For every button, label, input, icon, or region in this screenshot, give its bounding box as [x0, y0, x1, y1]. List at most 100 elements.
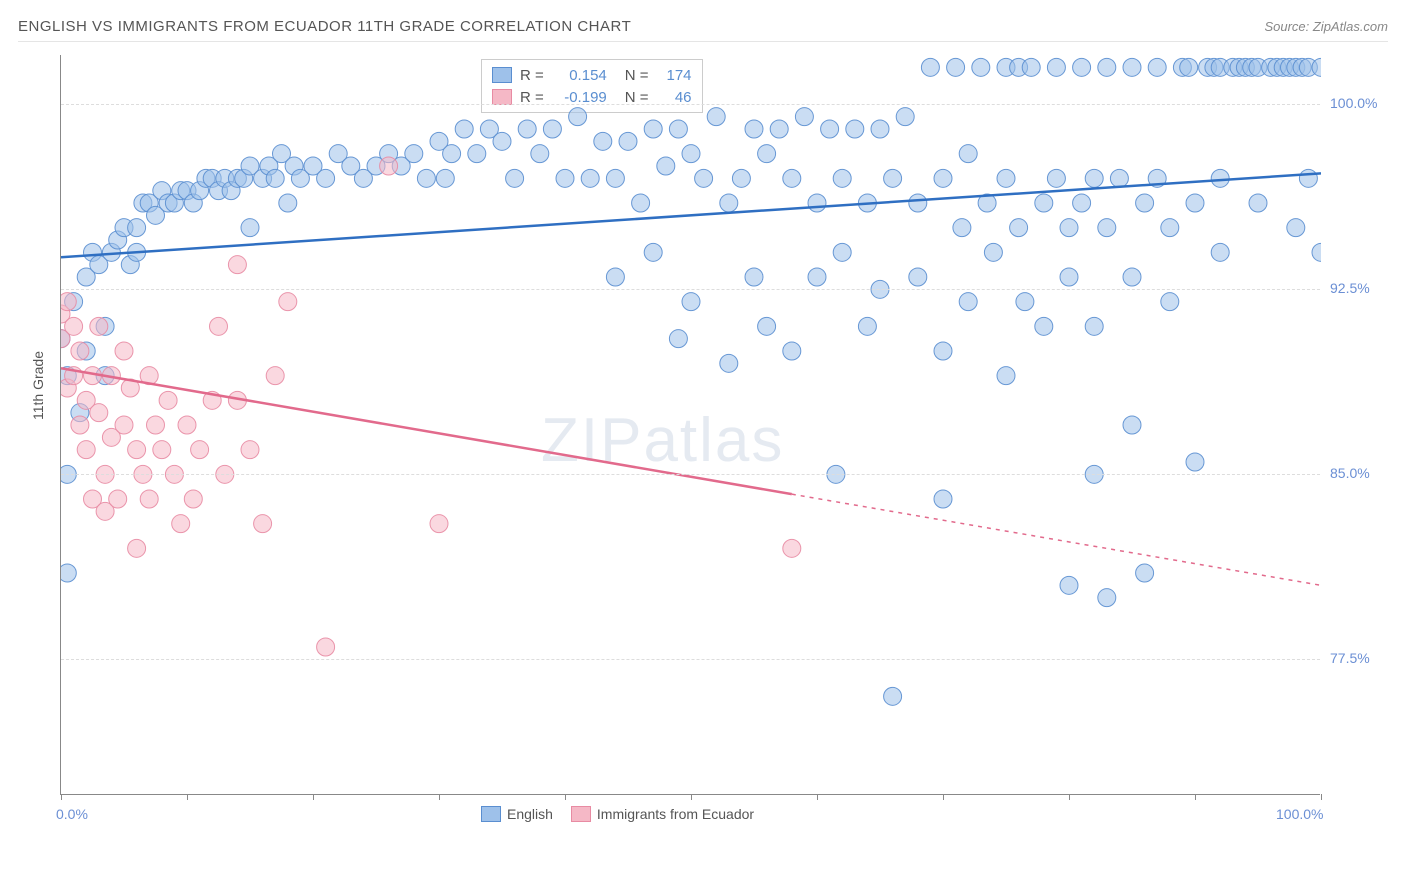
data-point	[1186, 194, 1204, 212]
data-point	[518, 120, 536, 138]
y-tick-label: 85.0%	[1330, 465, 1390, 481]
y-tick-label: 100.0%	[1330, 95, 1390, 111]
data-point	[140, 490, 158, 508]
data-point	[405, 145, 423, 163]
data-point	[266, 169, 284, 187]
data-point	[455, 120, 473, 138]
data-point	[1035, 194, 1053, 212]
data-point	[657, 157, 675, 175]
x-tick-mark	[439, 794, 440, 800]
y-axis-label: 11th Grade	[30, 351, 46, 420]
data-point	[1060, 219, 1078, 237]
data-point	[556, 169, 574, 187]
data-point	[71, 342, 89, 360]
data-point	[1312, 243, 1321, 261]
data-point	[909, 194, 927, 212]
data-point	[934, 342, 952, 360]
data-point	[241, 219, 259, 237]
data-point	[682, 145, 700, 163]
data-point	[1035, 317, 1053, 335]
data-point	[1085, 169, 1103, 187]
data-point	[669, 330, 687, 348]
data-point	[317, 169, 335, 187]
data-point	[468, 145, 486, 163]
data-point	[783, 342, 801, 360]
data-point	[65, 317, 83, 335]
data-point	[833, 169, 851, 187]
data-point	[682, 293, 700, 311]
legend-swatch	[571, 806, 591, 822]
plot-area: ZIPatlas R =0.154N =174R =-0.199N =46 En…	[60, 55, 1320, 795]
data-point	[720, 194, 738, 212]
data-point	[172, 515, 190, 533]
data-point	[569, 108, 587, 126]
x-tick-mark	[1321, 794, 1322, 800]
data-point	[1136, 194, 1154, 212]
x-tick-mark	[1069, 794, 1070, 800]
data-point	[669, 120, 687, 138]
data-point	[1098, 58, 1116, 76]
x-tick-mark	[817, 794, 818, 800]
data-point	[758, 317, 776, 335]
y-tick-label: 77.5%	[1330, 650, 1390, 666]
data-point	[184, 490, 202, 508]
data-point	[732, 169, 750, 187]
data-point	[241, 441, 259, 459]
legend-label: English	[507, 806, 553, 822]
data-point	[581, 169, 599, 187]
data-point	[1047, 58, 1065, 76]
trend-line-extrapolated	[792, 494, 1321, 585]
data-point	[436, 169, 454, 187]
legend-label: Immigrants from Ecuador	[597, 806, 754, 822]
source-attribution: Source: ZipAtlas.com	[1264, 19, 1388, 34]
data-point	[619, 132, 637, 150]
data-point	[279, 293, 297, 311]
x-tick-mark	[313, 794, 314, 800]
data-point	[115, 416, 133, 434]
data-point	[1161, 219, 1179, 237]
data-point	[758, 145, 776, 163]
data-point	[1123, 416, 1141, 434]
data-point	[909, 268, 927, 286]
scatter-svg	[61, 55, 1321, 795]
data-point	[606, 169, 624, 187]
data-point	[266, 367, 284, 385]
data-point	[884, 169, 902, 187]
legend-item: Immigrants from Ecuador	[571, 806, 754, 822]
gridline-h	[61, 659, 1320, 660]
data-point	[833, 243, 851, 261]
x-tick-mark	[691, 794, 692, 800]
data-point	[90, 317, 108, 335]
data-point	[644, 243, 662, 261]
data-point	[128, 539, 146, 557]
chart-title: ENGLISH VS IMMIGRANTS FROM ECUADOR 11TH …	[18, 18, 631, 35]
data-point	[1161, 293, 1179, 311]
data-point	[770, 120, 788, 138]
data-point	[795, 108, 813, 126]
data-point	[695, 169, 713, 187]
chart-container: ENGLISH VS IMMIGRANTS FROM ECUADOR 11TH …	[0, 0, 1406, 892]
x-tick-label: 100.0%	[1276, 806, 1323, 822]
data-point	[71, 416, 89, 434]
data-point	[1060, 576, 1078, 594]
data-point	[1073, 194, 1091, 212]
data-point	[846, 120, 864, 138]
data-point	[1010, 219, 1028, 237]
legend-item: English	[481, 806, 553, 822]
trend-line	[61, 173, 1321, 257]
data-point	[128, 219, 146, 237]
data-point	[821, 120, 839, 138]
data-point	[178, 416, 196, 434]
data-point	[1060, 268, 1078, 286]
data-point	[997, 169, 1015, 187]
data-point	[128, 441, 146, 459]
data-point	[884, 687, 902, 705]
data-point	[871, 120, 889, 138]
data-point	[783, 169, 801, 187]
data-point	[210, 317, 228, 335]
data-point	[1211, 243, 1229, 261]
data-point	[90, 404, 108, 422]
data-point	[77, 441, 95, 459]
legend-swatch	[481, 806, 501, 822]
y-tick-label: 92.5%	[1330, 280, 1390, 296]
